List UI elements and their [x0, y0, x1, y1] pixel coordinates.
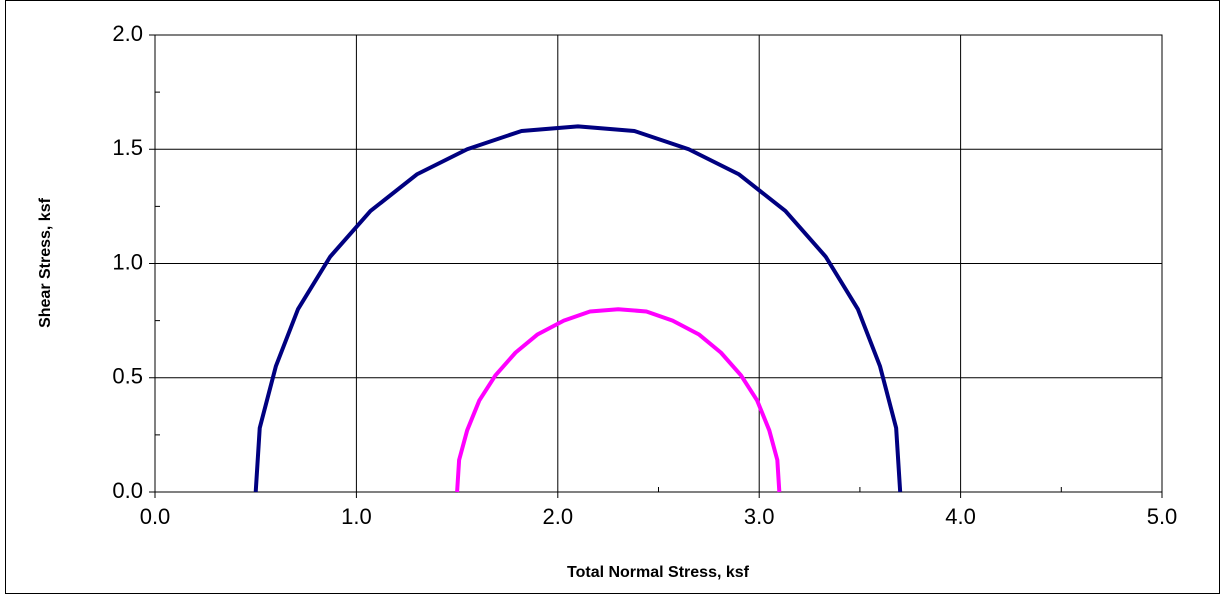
y-tick-label: 2.0 [112, 21, 143, 46]
y-tick-label: 0.0 [112, 478, 143, 503]
y-tick-label: 0.5 [112, 364, 143, 389]
x-tick-label: 3.0 [744, 504, 775, 529]
x-tick-label: 1.0 [341, 504, 372, 529]
series-line [253, 124, 903, 493]
x-tick-label: 2.0 [543, 504, 574, 529]
x-tick-label: 4.0 [945, 504, 976, 529]
chart-frame [5, 0, 1220, 594]
x-axis-title: Total Normal Stress, ksf [567, 564, 750, 581]
y-tick-label: 1.5 [112, 135, 143, 160]
x-tick-label: 0.0 [140, 504, 171, 529]
series-line [455, 307, 782, 493]
y-axis-title: Shear Stress, ksf [37, 197, 54, 328]
plot-border [154, 34, 1163, 493]
x-tick-label: 5.0 [1147, 504, 1178, 529]
y-tick-label: 1.0 [112, 249, 143, 274]
